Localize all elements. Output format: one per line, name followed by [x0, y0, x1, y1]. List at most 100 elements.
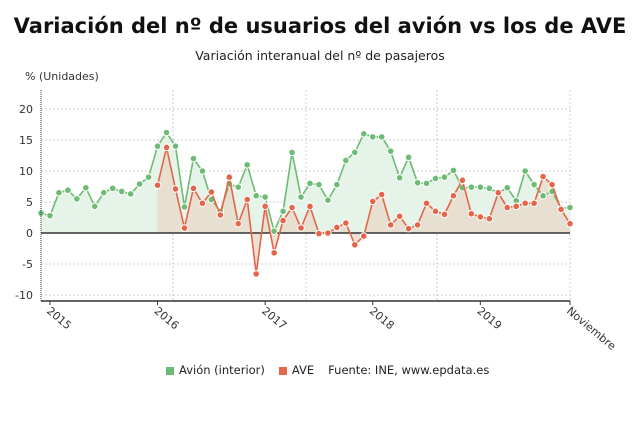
data-point-avion — [377, 133, 386, 141]
chart-subtitle: Variación interanual del nº de pasajeros — [195, 48, 445, 63]
data-point-avion — [189, 154, 198, 163]
legend-item-avion[interactable]: Avión (interior) — [166, 363, 265, 377]
data-point-avion — [449, 166, 458, 175]
data-point-avion — [342, 156, 350, 165]
data-point-avion — [368, 133, 377, 141]
data-point-avion — [90, 202, 99, 211]
data-point-avion — [351, 148, 359, 157]
data-point-ave — [413, 221, 422, 229]
data-point-ave — [476, 213, 485, 221]
chart-title: Variación del nº de usuarios del avión v… — [13, 14, 627, 38]
data-point-ave — [377, 190, 386, 199]
y-tick-label: 0 — [26, 227, 33, 240]
data-point-ave — [162, 143, 171, 152]
data-point-ave — [539, 172, 547, 181]
data-point-ave — [333, 223, 341, 232]
data-point-avion — [117, 187, 126, 196]
legend-swatch-ave — [278, 366, 287, 375]
data-point-avion — [395, 174, 404, 182]
source-text: Fuente: INE, www.epdata.es — [328, 363, 490, 377]
data-point-ave — [440, 210, 449, 219]
data-point-ave — [279, 216, 287, 225]
data-point-avion — [333, 180, 341, 189]
data-point-avion — [73, 195, 81, 203]
data-point-avion — [306, 179, 314, 188]
y-tick-label: -5 — [22, 258, 33, 271]
data-point-avion — [440, 173, 449, 181]
data-point-ave — [252, 270, 260, 278]
y-tick-label: 5 — [26, 196, 33, 209]
data-point-avion — [171, 142, 180, 150]
data-point-ave — [180, 224, 189, 232]
data-point-ave — [189, 184, 198, 193]
data-point-avion — [566, 203, 574, 212]
data-point-ave — [449, 192, 458, 200]
data-point-avion — [467, 183, 476, 191]
data-point-avion — [324, 196, 332, 204]
data-point-ave — [297, 224, 305, 232]
data-point-avion — [413, 178, 422, 187]
data-point-ave — [359, 232, 368, 240]
data-point-avion — [521, 167, 529, 175]
data-point-ave — [153, 181, 162, 190]
legend-label-avion: Avión (interior) — [179, 363, 265, 377]
data-point-avion — [485, 184, 494, 193]
x-tick-label: Noviembre — [564, 304, 619, 353]
data-point-ave — [395, 212, 404, 221]
legend-swatch-avion — [166, 366, 174, 375]
data-point-avion — [386, 147, 395, 155]
data-point-avion — [180, 203, 189, 211]
data-point-avion — [431, 174, 440, 183]
data-point-avion — [144, 173, 153, 181]
data-point-ave — [512, 202, 521, 211]
legend-label-ave: AVE — [291, 363, 315, 377]
data-point-avion — [503, 183, 512, 192]
data-point-ave — [270, 249, 278, 257]
data-point-ave — [351, 240, 359, 249]
data-point-avion — [99, 188, 108, 197]
data-point-avion — [476, 183, 485, 191]
data-point-ave — [494, 188, 503, 197]
data-point-ave — [530, 199, 538, 208]
data-point-ave — [467, 209, 476, 218]
data-point-ave — [288, 203, 296, 212]
data-point-ave — [566, 219, 574, 228]
data-point-ave — [422, 199, 431, 208]
x-tick-label: 2018 — [367, 304, 397, 332]
data-point-avion — [162, 128, 171, 137]
data-point-avion — [234, 183, 243, 191]
data-point-ave — [261, 202, 269, 211]
y-axis-label: % (Unidades) — [25, 70, 99, 83]
data-point-avion — [135, 180, 144, 188]
data-point-ave — [485, 214, 494, 223]
data-point-avion — [126, 190, 135, 198]
data-point-ave — [521, 199, 529, 208]
data-point-avion — [539, 192, 547, 200]
y-tick-label: 15 — [19, 134, 33, 147]
data-point-ave — [548, 180, 556, 189]
data-point-ave — [306, 202, 314, 211]
data-point-avion — [404, 153, 413, 162]
data-point-avion — [153, 142, 162, 150]
data-point-ave — [198, 199, 207, 208]
data-point-ave — [386, 221, 395, 229]
data-point-ave — [243, 195, 252, 204]
data-point-avion — [198, 167, 207, 175]
data-point-avion — [422, 179, 431, 188]
x-tick-label: 2019 — [474, 304, 504, 332]
data-point-avion — [288, 148, 296, 157]
data-point-avion — [261, 193, 269, 201]
legend-item-ave[interactable]: AVE — [278, 363, 315, 377]
data-point-ave — [368, 197, 377, 206]
y-tick-label: 10 — [19, 165, 33, 178]
data-point-avion — [64, 186, 72, 195]
x-tick-label: 2017 — [259, 304, 289, 332]
data-point-avion — [297, 193, 305, 201]
data-point-avion — [82, 183, 90, 192]
data-point-ave — [404, 224, 413, 233]
x-tick-label: 2016 — [152, 304, 182, 332]
data-point-avion — [270, 227, 278, 235]
data-point-ave — [557, 205, 565, 214]
y-tick-label: 20 — [19, 103, 33, 116]
